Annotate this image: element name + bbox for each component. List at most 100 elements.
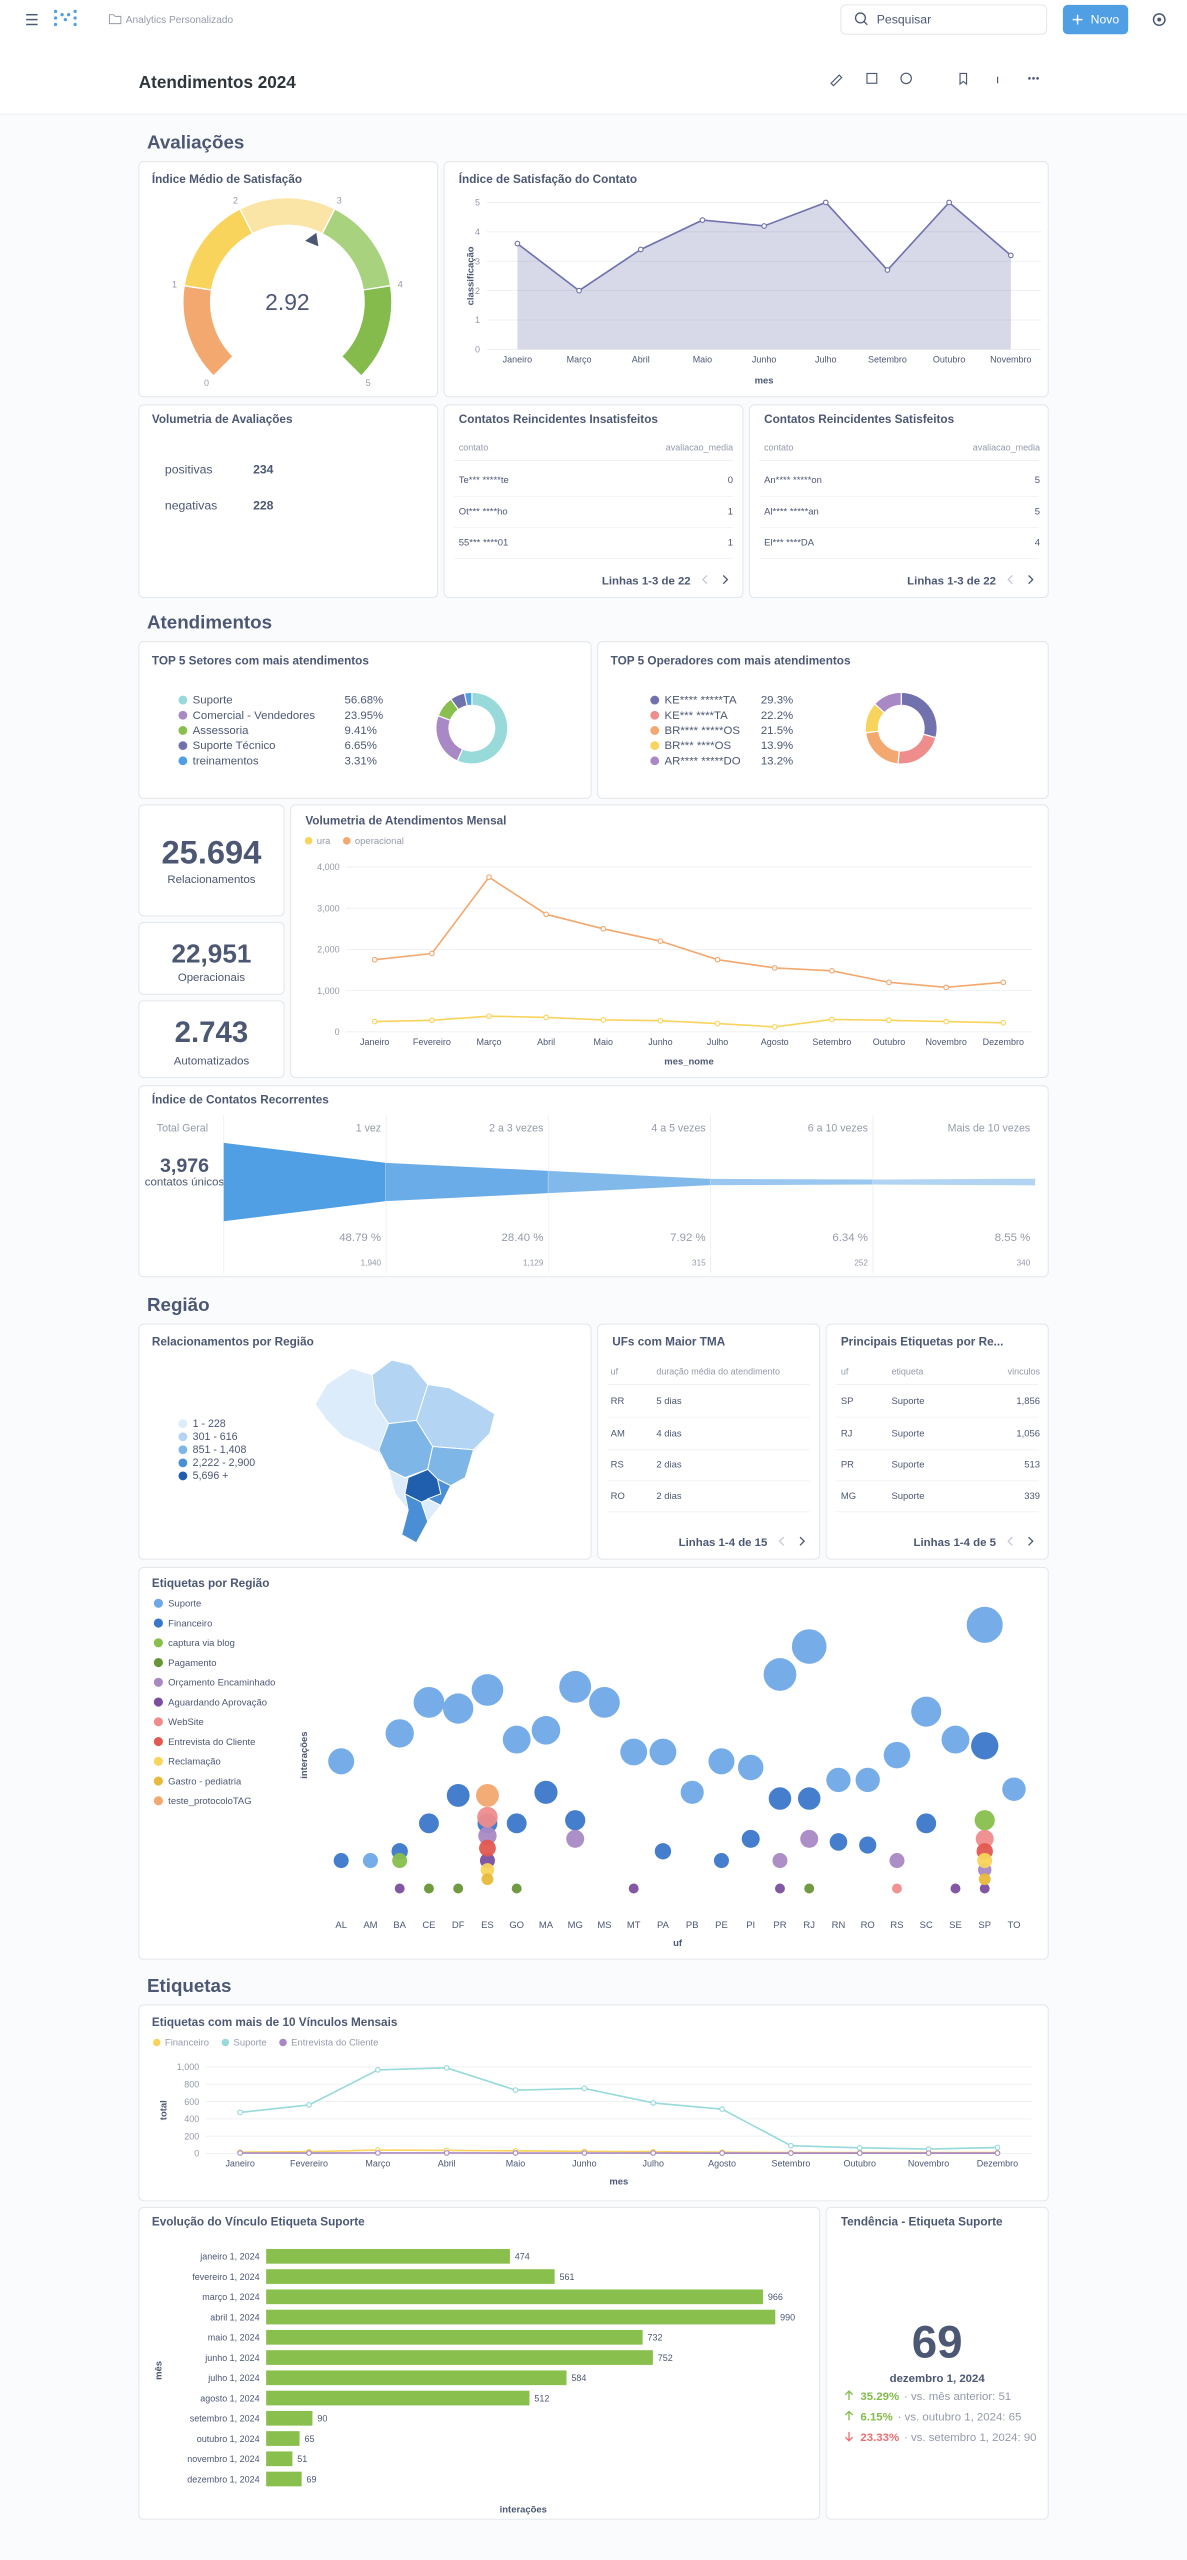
legend-value: 21.5% bbox=[761, 725, 793, 737]
x-tick-label: RS bbox=[890, 1920, 903, 1931]
more-icon[interactable] bbox=[1028, 77, 1039, 80]
prev-page[interactable] bbox=[778, 1536, 785, 1546]
search-box[interactable] bbox=[840, 4, 1048, 35]
toolbar[interactable] bbox=[830, 72, 1039, 87]
legend-label: 851 - 1,408 bbox=[193, 1444, 247, 1456]
table-cell: Al**** *****an bbox=[764, 506, 819, 517]
legend-swatch bbox=[178, 710, 188, 720]
x-tick-label: PE bbox=[715, 1920, 728, 1931]
legend-swatch bbox=[650, 726, 660, 735]
point bbox=[856, 2144, 863, 2151]
chart-title: Evolução do Vínculo Etiqueta Suporte bbox=[152, 2215, 365, 2228]
legend-label: Suporte Técnico bbox=[193, 740, 276, 752]
card bbox=[138, 804, 285, 917]
point bbox=[600, 925, 607, 932]
bubble bbox=[477, 1806, 498, 1828]
card bbox=[138, 2004, 1049, 2202]
trend-arrow bbox=[844, 2410, 854, 2421]
table-cell: 1,056 bbox=[1016, 1429, 1040, 1440]
chart-title: Etiquetas por Região bbox=[152, 1577, 270, 1590]
menu-icon[interactable] bbox=[26, 13, 38, 26]
history-icon[interactable] bbox=[900, 72, 912, 85]
column-header: avaliacao_media bbox=[973, 443, 1040, 453]
breadcrumb[interactable]: Analytics Personalizado bbox=[126, 15, 234, 26]
table-cell: Suporte bbox=[891, 1429, 924, 1440]
prev-page[interactable] bbox=[1007, 575, 1013, 585]
bubble bbox=[394, 1883, 405, 1894]
table-cell: MG bbox=[841, 1491, 856, 1502]
legend-value: 13.2% bbox=[761, 755, 793, 767]
x-tick-label: SP bbox=[978, 1920, 991, 1931]
x-tick-label: MG bbox=[568, 1920, 583, 1931]
bubble bbox=[502, 1725, 531, 1754]
card bbox=[443, 161, 1049, 398]
point bbox=[884, 267, 891, 273]
bubble bbox=[713, 1853, 729, 1869]
table-cell: 5 bbox=[1035, 475, 1040, 486]
settings-icon[interactable] bbox=[1152, 13, 1166, 27]
x-tick-label: Outubro bbox=[873, 1037, 905, 1047]
point bbox=[714, 956, 721, 963]
bubble bbox=[480, 1863, 495, 1877]
column-header: uf bbox=[611, 1367, 619, 1377]
search-icon bbox=[854, 12, 866, 24]
share-icon[interactable] bbox=[866, 72, 878, 84]
prev-page[interactable] bbox=[1007, 1536, 1013, 1546]
bubble bbox=[443, 1693, 474, 1724]
next-page[interactable] bbox=[1028, 575, 1034, 585]
edit-icon[interactable] bbox=[830, 74, 843, 87]
x-tick-label: MA bbox=[539, 1920, 554, 1931]
point bbox=[856, 2150, 863, 2156]
y-tick-label: 200 bbox=[184, 2131, 199, 2141]
x-tick-label: SE bbox=[949, 1920, 962, 1931]
point bbox=[719, 2150, 725, 2156]
point bbox=[374, 2150, 381, 2156]
pagination: Linhas 1-4 de 5 bbox=[914, 1537, 997, 1549]
chart-title: Índice de Satisfação do Contato bbox=[459, 173, 637, 186]
x-tick-label: Março bbox=[365, 2159, 390, 2169]
gauge-needle bbox=[305, 232, 319, 247]
legend-swatch bbox=[178, 756, 188, 766]
bubble bbox=[772, 1853, 788, 1869]
card-title: Tendência - Etiqueta Suporte bbox=[841, 2215, 1003, 2228]
bubble bbox=[385, 1719, 414, 1748]
x-tick-label: RJ bbox=[803, 1920, 815, 1931]
prev-page[interactable] bbox=[701, 575, 708, 585]
point bbox=[771, 1024, 778, 1030]
legend-label: Suporte bbox=[234, 2038, 267, 2049]
bubble bbox=[768, 1787, 792, 1810]
table-cell: An**** *****on bbox=[764, 475, 822, 486]
bubble bbox=[911, 1696, 942, 1727]
point bbox=[699, 217, 706, 223]
logo[interactable] bbox=[53, 9, 77, 27]
bookmark-icon[interactable] bbox=[959, 72, 968, 86]
next-page[interactable] bbox=[1028, 1536, 1034, 1546]
point bbox=[543, 911, 550, 918]
new-button[interactable] bbox=[1062, 4, 1129, 35]
point bbox=[637, 246, 644, 253]
funnel-step-label: 6 a 10 vezes bbox=[808, 1122, 868, 1134]
point bbox=[486, 874, 492, 881]
next-page[interactable] bbox=[722, 575, 729, 585]
bubble bbox=[1002, 1777, 1026, 1801]
funnel-step bbox=[223, 1142, 386, 1222]
bubble bbox=[654, 1843, 672, 1860]
x-tick-label: Fevereiro bbox=[290, 2159, 328, 2169]
table-cell: RO bbox=[611, 1491, 625, 1502]
y-tick-label: 800 bbox=[184, 2080, 199, 2090]
map-region bbox=[371, 1359, 429, 1425]
table-cell: 5 dias bbox=[656, 1396, 681, 1407]
funnel-step-label: 2 a 3 vezes bbox=[489, 1122, 543, 1134]
bar bbox=[266, 2248, 510, 2264]
x-tick-label: TO bbox=[1007, 1920, 1020, 1931]
funnel-count: 1,940 bbox=[361, 1258, 382, 1267]
trend-change: 23.33% bbox=[860, 2432, 899, 2444]
pagination: Linhas 1-3 de 22 bbox=[602, 575, 691, 587]
card bbox=[825, 1323, 1049, 1560]
next-page[interactable] bbox=[799, 1536, 806, 1546]
bubble bbox=[328, 1748, 355, 1775]
point bbox=[374, 2067, 381, 2073]
legend-swatch bbox=[178, 695, 188, 705]
x-tick-label: Março bbox=[567, 354, 592, 364]
table-cell: SP bbox=[841, 1396, 854, 1407]
